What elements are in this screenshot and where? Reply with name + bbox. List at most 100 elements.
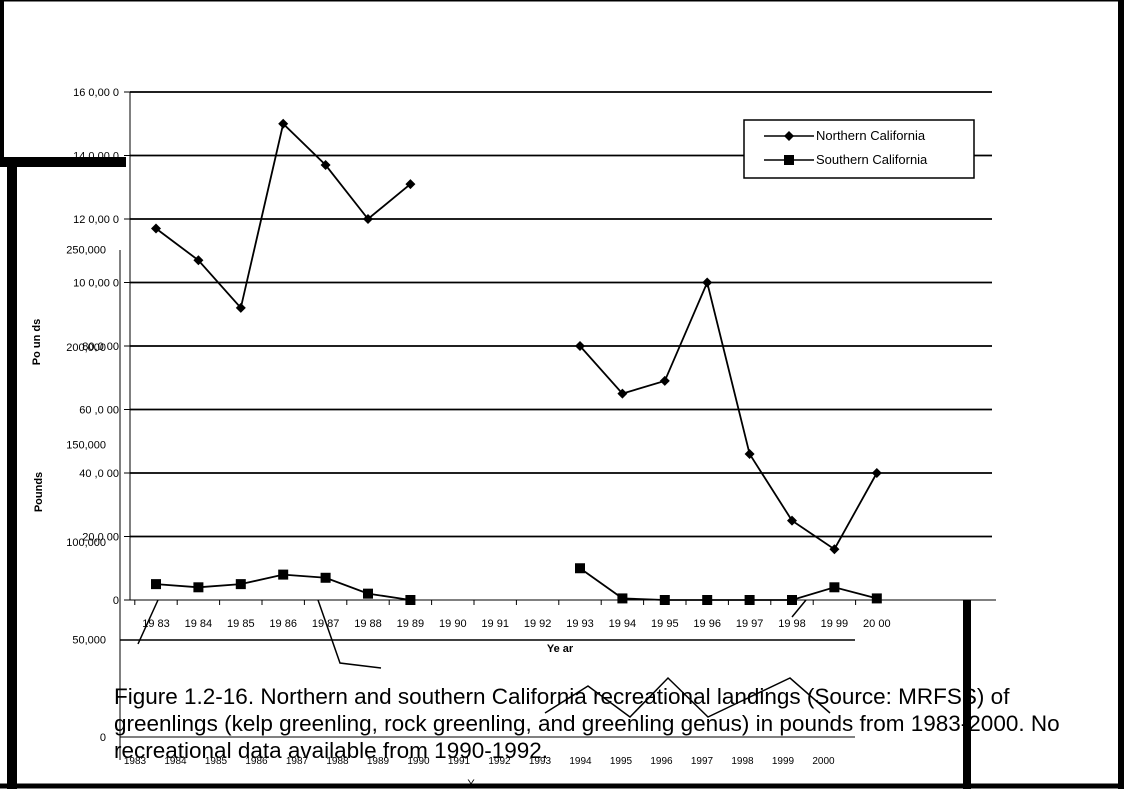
secondary-series-fragment (137, 599, 159, 645)
secondary-y-tick-label: 250,000 (66, 245, 106, 257)
data-point-northern (405, 179, 416, 190)
data-point-southern (829, 582, 840, 593)
secondary-x-axis-label: Y (467, 778, 475, 789)
secondary-x-tick-label: 1995 (610, 756, 633, 767)
data-point-southern (702, 595, 713, 605)
secondary-x-tick-label: 1996 (650, 756, 673, 767)
data-point-southern (151, 579, 161, 590)
legend: Northern California Southern California (743, 119, 975, 179)
x-tick-label: 19 99 (821, 618, 849, 630)
data-point-northern (617, 388, 628, 399)
data-point-southern (744, 595, 755, 605)
data-point-northern (235, 302, 246, 313)
x-tick-label: 19 88 (354, 618, 382, 630)
legend-box (743, 119, 975, 179)
x-tick-label: 19 87 (312, 618, 340, 630)
secondary-x-tick-label: 1999 (772, 756, 795, 767)
secondary-series-fragment (317, 599, 382, 669)
x-tick-label: 20 00 (863, 618, 891, 630)
secondary-y-tick-label: 150,000 (66, 440, 106, 452)
data-point-southern (617, 593, 628, 604)
secondary-x-tick-label: 1988 (326, 756, 349, 767)
data-point-southern (193, 582, 204, 593)
x-tick-label: 19 98 (778, 618, 806, 630)
secondary-x-tick-label: 1987 (286, 756, 309, 767)
y-tick-label: 40 ,0 00 (79, 468, 119, 480)
series-line-southern (579, 567, 878, 601)
secondary-x-tick-label: 1993 (529, 756, 552, 767)
x-tick-label: 19 91 (481, 618, 509, 630)
data-point-northern (193, 255, 204, 266)
x-axis-label: Ye ar (547, 643, 574, 655)
secondary-x-tick-label: 1983 (124, 756, 147, 767)
secondary-x-tick-label: 2000 (812, 756, 835, 767)
y-tick-label: 14 0,00 0 (73, 151, 119, 163)
secondary-chart: Pounds Y 0 50,000 100,000 150,000 200,000 250… (33, 245, 855, 789)
x-tick-label: 19 90 (439, 618, 467, 630)
x-tick-label: 19 84 (185, 618, 213, 630)
data-point-southern (659, 595, 670, 605)
data-point-northern (151, 223, 161, 234)
data-point-southern (363, 588, 373, 599)
secondary-x-tick-label: 1994 (569, 756, 592, 767)
series-line-northern (579, 279, 878, 551)
data-point-southern (575, 563, 585, 574)
secondary-y-tick-label: 50,000 (72, 635, 106, 647)
secondary-x-tick-label: 1990 (407, 756, 430, 767)
secondary-x-tick-label: 1985 (205, 756, 228, 767)
y-tick-label: 80,0 00 (82, 341, 119, 353)
secondary-x-tick-label: 1989 (367, 756, 390, 767)
secondary-y-tick-label: 100,000 (66, 537, 106, 549)
series-line-northern (155, 121, 411, 310)
secondary-y-axis-label: Pounds (33, 472, 45, 512)
secondary-y-tick-label: 0 (100, 732, 106, 744)
x-tick-label: 19 86 (269, 618, 297, 630)
main-chart: 0 20,0 00 40 ,0 00 60 ,0 00 80,0 00 10 0,00 0… (73, 87, 996, 630)
x-tick-label: 19 83 (142, 618, 170, 630)
secondary-x-tick-label: 1992 (488, 756, 511, 767)
data-point-northern (363, 214, 373, 224)
y-tick-label: 20,0 00 (82, 532, 119, 544)
x-tick-label: 19 85 (227, 618, 255, 630)
x-tick-label: 19 94 (609, 618, 637, 630)
y-tick-label: 0 (113, 595, 119, 607)
x-tick-label: 19 89 (397, 618, 425, 630)
secondary-x-tick-label: 1984 (164, 756, 187, 767)
data-point-southern (787, 595, 797, 605)
secondary-series-fragment (791, 599, 807, 618)
secondary-x-tick-label: 1997 (691, 756, 714, 767)
y-tick-label: 16 0,00 0 (73, 87, 119, 99)
legend-marker-southern (784, 155, 794, 165)
data-point-northern (702, 277, 713, 288)
secondary-x-tick-label: 1998 (731, 756, 754, 767)
figure-caption: Figure 1.2-16. Northern and southern Cal… (114, 684, 1060, 763)
secondary-x-tick-label: 1986 (245, 756, 268, 767)
y-axis-label: Po un ds (31, 319, 43, 365)
secondary-series-fragment (544, 676, 831, 718)
data-point-northern (575, 341, 585, 351)
x-tick-label: 19 96 (693, 618, 721, 630)
data-point-northern (871, 468, 882, 478)
data-point-southern (405, 595, 416, 605)
x-tick-label: 19 93 (566, 618, 594, 630)
legend-label-northern: Northern California (816, 128, 926, 143)
data-point-northern (278, 118, 289, 129)
secondary-y-tick-label: 200,000 (66, 342, 106, 354)
data-point-northern (829, 544, 840, 555)
data-point-northern (787, 515, 797, 526)
data-point-southern (278, 569, 289, 580)
x-tick-label: 19 92 (524, 618, 552, 630)
y-tick-label: 60 ,0 00 (79, 405, 119, 417)
legend-label-southern: Southern California (816, 152, 928, 167)
legend-marker-northern (784, 131, 794, 141)
data-point-southern (320, 572, 331, 583)
data-point-northern (320, 160, 331, 171)
data-point-northern (744, 448, 755, 459)
y-tick-label: 10 0,00 0 (73, 278, 119, 290)
data-point-northern (659, 375, 670, 386)
x-tick-label: 19 97 (736, 618, 764, 630)
x-tick-label: 19 95 (651, 618, 679, 630)
data-point-southern (235, 579, 246, 590)
